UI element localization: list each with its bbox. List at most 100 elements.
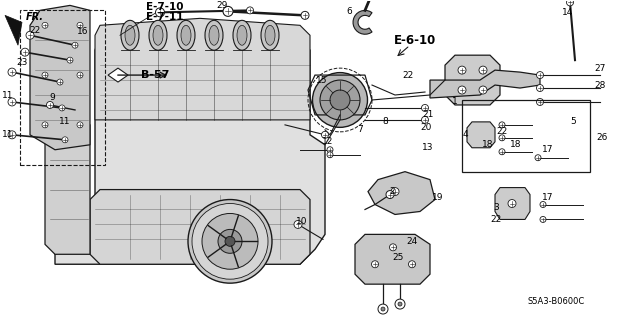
Text: 22: 22	[29, 26, 40, 35]
Circle shape	[386, 190, 394, 198]
Circle shape	[223, 6, 233, 16]
Text: 19: 19	[432, 193, 444, 202]
Circle shape	[47, 101, 54, 108]
Text: 15: 15	[316, 76, 328, 85]
Circle shape	[42, 72, 48, 78]
Ellipse shape	[181, 25, 191, 45]
Ellipse shape	[261, 20, 279, 50]
Circle shape	[42, 22, 48, 28]
Text: 11: 11	[60, 117, 71, 126]
Circle shape	[475, 131, 483, 139]
Polygon shape	[445, 55, 500, 105]
Text: 13: 13	[422, 143, 434, 152]
Ellipse shape	[149, 20, 167, 50]
Text: 25: 25	[392, 253, 404, 262]
Circle shape	[458, 66, 466, 74]
Circle shape	[156, 8, 164, 17]
Circle shape	[62, 137, 68, 143]
Circle shape	[330, 90, 350, 110]
Circle shape	[479, 86, 487, 94]
Circle shape	[26, 31, 34, 39]
Polygon shape	[353, 11, 372, 34]
Text: 17: 17	[542, 193, 554, 202]
Circle shape	[536, 99, 543, 106]
Text: 18: 18	[510, 140, 522, 149]
Circle shape	[77, 122, 83, 128]
Ellipse shape	[209, 25, 219, 45]
Circle shape	[395, 299, 405, 309]
Polygon shape	[55, 20, 325, 264]
Circle shape	[536, 85, 543, 92]
Circle shape	[378, 304, 388, 314]
Circle shape	[202, 213, 258, 269]
Circle shape	[21, 48, 29, 56]
Text: 11: 11	[3, 130, 13, 139]
Circle shape	[42, 122, 48, 128]
Circle shape	[390, 244, 397, 251]
Circle shape	[535, 155, 541, 161]
Circle shape	[381, 307, 385, 311]
Ellipse shape	[153, 25, 163, 45]
Circle shape	[192, 204, 268, 279]
Circle shape	[77, 72, 83, 78]
Circle shape	[499, 149, 505, 155]
Text: E-6-10: E-6-10	[394, 34, 436, 47]
Text: 18: 18	[483, 140, 493, 149]
Ellipse shape	[205, 20, 223, 50]
Circle shape	[398, 302, 402, 306]
Polygon shape	[467, 122, 495, 148]
Text: E-7-10: E-7-10	[147, 3, 184, 12]
Ellipse shape	[125, 25, 135, 45]
Ellipse shape	[121, 20, 139, 50]
Bar	[20, 11, 105, 165]
Circle shape	[301, 11, 309, 19]
Circle shape	[408, 261, 415, 268]
Circle shape	[67, 57, 73, 63]
Circle shape	[8, 131, 16, 139]
Text: 7: 7	[357, 125, 363, 134]
Text: 22: 22	[403, 70, 413, 80]
Text: 22: 22	[490, 215, 502, 224]
Text: 29: 29	[216, 1, 228, 10]
Circle shape	[59, 105, 65, 111]
Text: 16: 16	[77, 27, 89, 36]
Text: FR.: FR.	[26, 12, 44, 22]
Circle shape	[508, 199, 516, 207]
Ellipse shape	[233, 20, 251, 50]
Polygon shape	[495, 188, 530, 219]
Text: 21: 21	[422, 110, 434, 119]
Circle shape	[422, 104, 429, 111]
Circle shape	[225, 236, 235, 246]
Polygon shape	[430, 70, 540, 98]
Circle shape	[72, 42, 78, 48]
Text: B-57: B-57	[141, 70, 169, 80]
Circle shape	[77, 22, 83, 28]
Circle shape	[8, 98, 16, 106]
Circle shape	[499, 135, 505, 141]
Circle shape	[188, 199, 272, 283]
Ellipse shape	[265, 25, 275, 45]
Text: 12: 12	[323, 137, 333, 146]
Text: S5A3-B0600C: S5A3-B0600C	[527, 297, 584, 306]
Polygon shape	[5, 15, 22, 45]
Text: 4: 4	[462, 130, 468, 139]
Polygon shape	[108, 68, 128, 82]
Polygon shape	[30, 5, 90, 150]
Circle shape	[327, 152, 333, 158]
Polygon shape	[45, 120, 90, 254]
Circle shape	[321, 131, 328, 138]
Ellipse shape	[320, 80, 360, 120]
Text: 1: 1	[452, 98, 458, 107]
Text: 5: 5	[570, 117, 576, 126]
Text: 11: 11	[3, 91, 13, 100]
Text: 10: 10	[296, 217, 308, 226]
Circle shape	[57, 79, 63, 85]
Circle shape	[536, 71, 543, 78]
Circle shape	[540, 202, 546, 207]
Text: 27: 27	[595, 63, 605, 73]
Circle shape	[8, 68, 16, 76]
Ellipse shape	[237, 25, 247, 45]
Circle shape	[371, 261, 378, 268]
Circle shape	[566, 0, 573, 6]
Text: 3: 3	[493, 203, 499, 212]
